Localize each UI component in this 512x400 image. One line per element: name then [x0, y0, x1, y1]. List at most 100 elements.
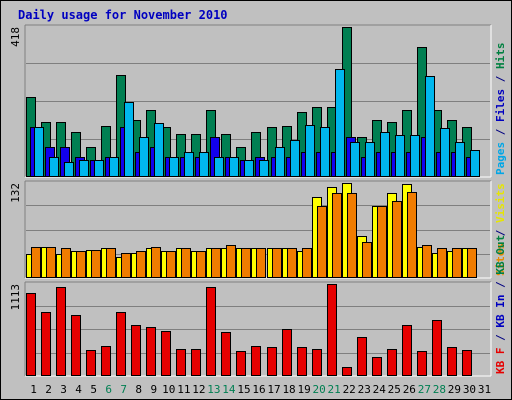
bar — [109, 157, 119, 177]
legend-part: / — [494, 328, 507, 348]
bar — [226, 245, 236, 278]
bar — [282, 329, 292, 376]
x-tick-label: 27 — [418, 383, 431, 396]
bar — [362, 242, 372, 278]
x-tick-label: 30 — [463, 383, 476, 396]
legend-part: Hits — [494, 43, 507, 70]
panel-legend-label: Sites / Visits — [494, 183, 507, 276]
bar — [425, 76, 435, 177]
bar — [146, 327, 156, 376]
bar — [26, 293, 36, 376]
bar — [211, 248, 221, 278]
legend-part: / — [494, 69, 507, 89]
bar — [49, 157, 59, 177]
x-tick-label: 17 — [267, 383, 280, 396]
series-kb-f — [26, 284, 472, 376]
panel-kbytes: 1113 KB F / KB In / KB Out — [9, 235, 507, 377]
x-tick-label: 1 — [30, 383, 37, 396]
bar — [350, 142, 360, 177]
legend-part: Pages — [494, 142, 507, 175]
bar — [34, 127, 44, 177]
x-tick-label: 16 — [252, 383, 265, 396]
bar — [206, 287, 216, 376]
bar — [244, 160, 254, 177]
bar — [169, 157, 179, 177]
bar — [272, 248, 282, 278]
bar — [372, 357, 382, 376]
bar — [302, 248, 312, 278]
bar — [320, 127, 330, 177]
bar — [106, 248, 116, 278]
bar — [290, 140, 300, 177]
legend-part: Visits — [494, 183, 507, 223]
series-sites — [31, 192, 477, 278]
x-tick-label: 9 — [150, 383, 157, 396]
bar — [392, 201, 402, 278]
bar — [154, 123, 164, 177]
bar — [357, 337, 367, 376]
legend-part: / — [494, 275, 507, 295]
x-tick-label: 2 — [45, 383, 52, 396]
bar — [124, 102, 134, 177]
x-tick-label: 19 — [297, 383, 310, 396]
bar — [236, 351, 246, 376]
bar — [347, 193, 357, 278]
bar — [151, 247, 161, 278]
bar — [432, 320, 442, 376]
legend-part: Sites — [494, 243, 507, 276]
bar — [402, 325, 412, 376]
bar — [79, 160, 89, 177]
bar — [229, 157, 239, 177]
x-tick-label: 29 — [448, 383, 461, 396]
bar — [256, 248, 266, 278]
bar — [335, 69, 345, 177]
x-tick-label: 10 — [162, 383, 175, 396]
bar — [422, 245, 432, 278]
bar — [267, 347, 277, 376]
legend-part: Files — [494, 89, 507, 122]
bar — [121, 253, 131, 278]
x-tick-label: 26 — [403, 383, 416, 396]
bar — [241, 248, 251, 278]
bar — [184, 152, 194, 177]
x-tick-label: 4 — [75, 383, 82, 396]
bar — [332, 193, 342, 278]
bar — [176, 349, 186, 376]
bar — [161, 331, 171, 376]
bar — [410, 135, 420, 177]
bar — [452, 248, 462, 278]
bar — [447, 347, 457, 376]
panel-max-label: 418 — [9, 27, 22, 47]
bar — [470, 150, 480, 177]
x-tick-label: 6 — [105, 383, 112, 396]
panel-visits: 132 Sites / Visits — [9, 180, 507, 279]
x-tick-label: 11 — [177, 383, 190, 396]
legend-part: KB In — [494, 295, 507, 328]
bar — [191, 349, 201, 376]
x-tick-label: 12 — [192, 383, 205, 396]
bar — [131, 325, 141, 376]
bar — [380, 132, 390, 177]
bar — [275, 147, 285, 177]
bar — [317, 206, 327, 278]
x-tick-label: 20 — [313, 383, 326, 396]
x-tick-label: 8 — [135, 383, 142, 396]
panel-max-label: 132 — [9, 183, 22, 203]
bar — [56, 287, 66, 376]
x-tick-label: 5 — [90, 383, 97, 396]
bar — [440, 128, 450, 177]
bar — [181, 248, 191, 278]
x-tick-label: 13 — [207, 383, 220, 396]
bar — [287, 248, 297, 278]
bar — [455, 142, 465, 177]
bar — [94, 160, 104, 177]
legend-part: KB F — [494, 348, 507, 375]
panel-max-label: 1113 — [9, 284, 22, 311]
panel-legend-label: KB F / KB In / KB Out — [494, 235, 507, 374]
legend-part: KB Out — [494, 235, 507, 275]
bar — [41, 312, 51, 376]
x-tick-label: 31 — [478, 383, 491, 396]
bar — [116, 312, 126, 376]
panel-legend-label: Pages / Files / Hits — [494, 43, 507, 176]
